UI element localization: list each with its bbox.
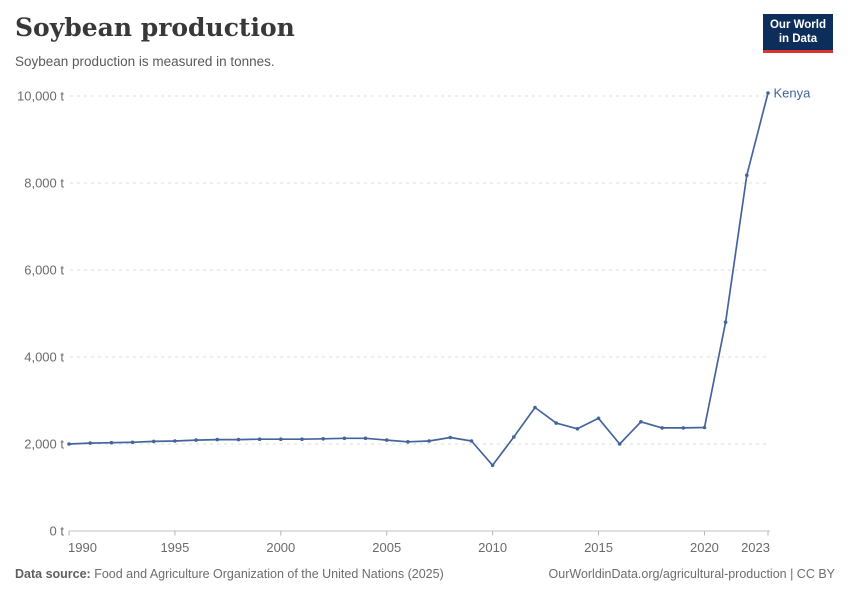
svg-text:2023: 2023 [741,540,770,555]
data-source-text: Food and Agriculture Organization of the… [94,567,444,581]
footer-link[interactable]: OurWorldinData.org/agricultural-producti… [548,567,835,581]
chart-subtitle: Soybean production is measured in tonnes… [15,54,275,69]
svg-text:1995: 1995 [160,540,189,555]
svg-text:0 t: 0 t [50,524,65,539]
svg-text:2005: 2005 [372,540,401,555]
owid-logo[interactable]: Our World in Data [762,14,833,53]
svg-text:4,000 t: 4,000 t [24,350,64,365]
series-end-label: Kenya [774,85,812,100]
svg-text:10,000 t: 10,000 t [17,89,64,104]
svg-text:2,000 t: 2,000 t [24,437,64,452]
data-source-note: Data source: Food and Agriculture Organi… [15,567,444,581]
svg-text:6,000 t: 6,000 t [24,263,64,278]
series-line-kenya [68,92,769,467]
svg-text:2010: 2010 [478,540,507,555]
x-axis-ticks [68,531,769,536]
svg-text:2020: 2020 [690,540,719,555]
data-source-label: Data source: [15,567,91,581]
svg-text:2000: 2000 [266,540,295,555]
y-axis-labels: 0 t 2,000 t 4,000 t 6,000 t 8,000 t 10,000 t [17,89,64,539]
x-axis-labels: 1990 1995 2000 2005 2010 2015 2020 2023 [68,540,770,555]
series-markers-kenya [67,91,770,468]
svg-text:1990: 1990 [68,540,97,555]
svg-text:2015: 2015 [584,540,613,555]
y-gridlines [69,95,770,532]
page-title: Soybean production [15,13,295,42]
svg-text:8,000 t: 8,000 t [24,176,64,191]
chart-footer: Data source: Food and Agriculture Organi… [15,567,835,581]
owid-logo-line2: in Data [778,33,818,46]
owid-logo-line1: Our World [769,19,826,31]
